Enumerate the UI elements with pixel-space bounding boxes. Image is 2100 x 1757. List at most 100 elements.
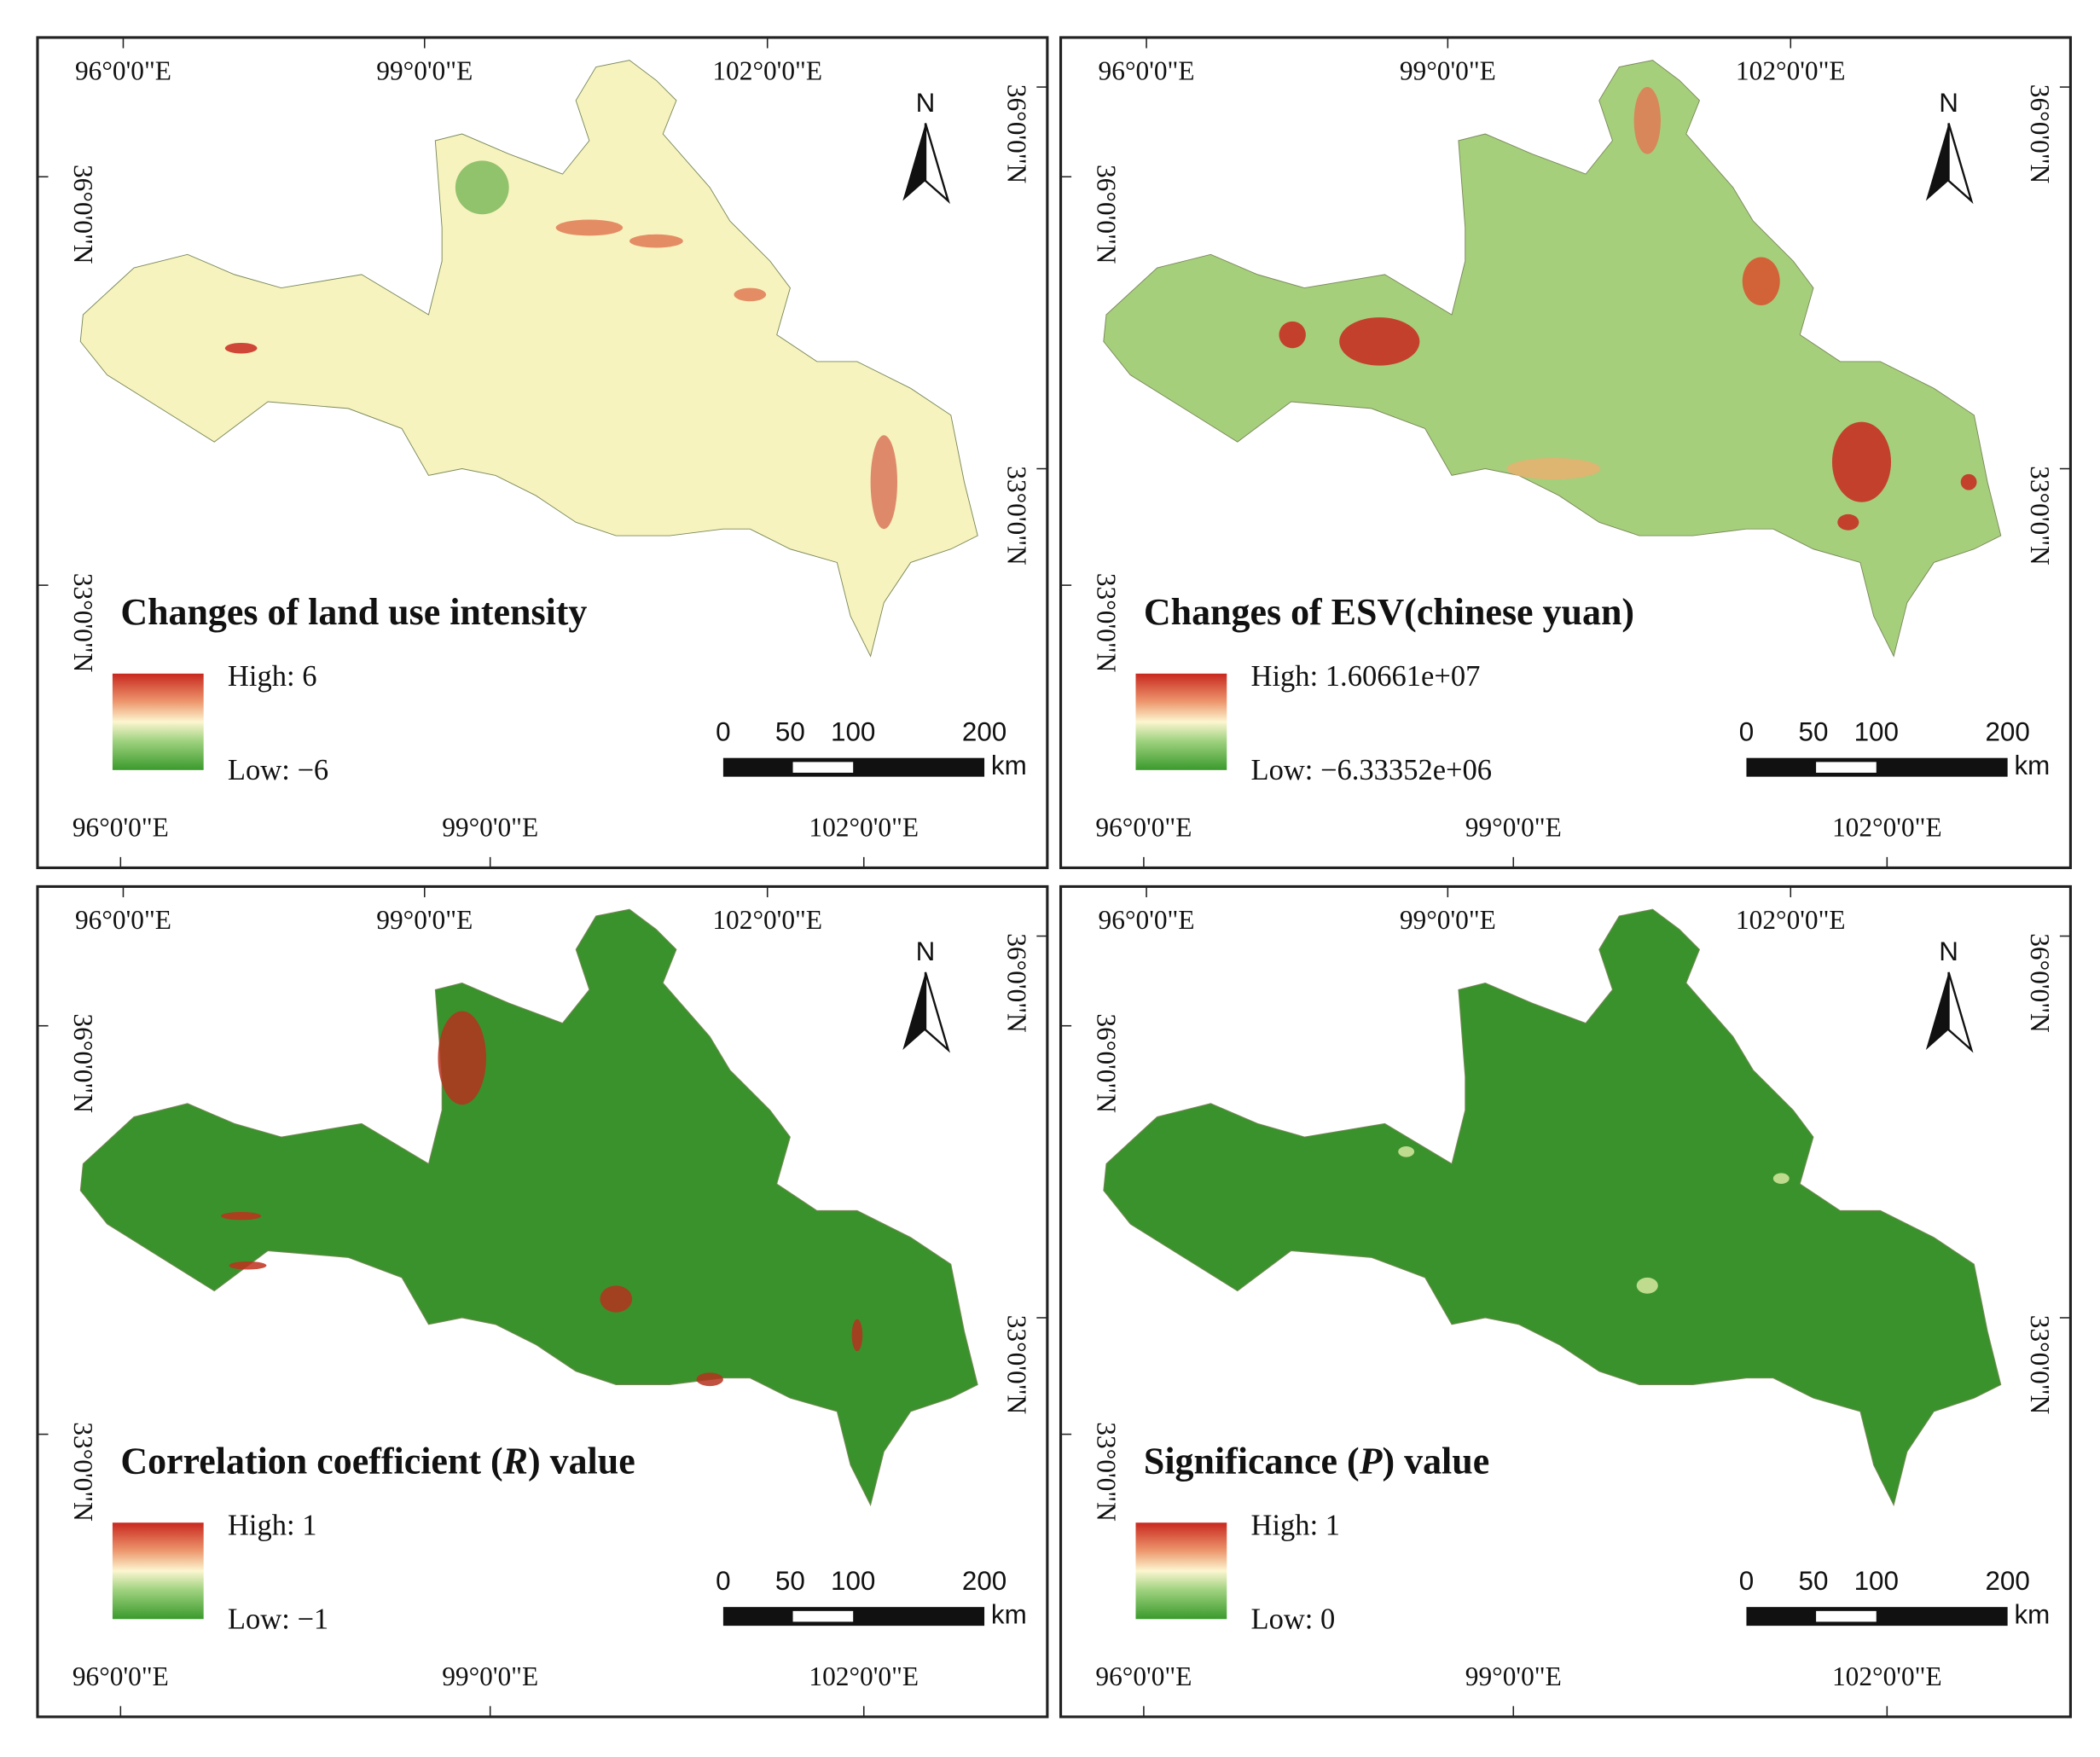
map-patch	[1506, 457, 1601, 480]
scale-bar-segment	[1816, 1610, 1877, 1622]
scale-bar	[1746, 1607, 2008, 1627]
scale-label: 100	[831, 717, 875, 747]
region-map	[79, 908, 978, 1507]
legend-low: Low: −6	[228, 754, 328, 786]
legend-high: High: 1.60661e+07	[1251, 660, 1481, 693]
scale-label: 100	[1854, 717, 1899, 747]
north-arrow	[1925, 123, 1949, 201]
longitude-label: 99°0'0"E	[442, 813, 538, 843]
scale-label: 0	[1739, 1566, 1754, 1596]
legend-ramp	[112, 673, 204, 770]
map-patch	[870, 435, 898, 530]
longitude-label: 99°0'0"E	[1400, 905, 1496, 935]
latitude-label: 33°0'0"N	[68, 573, 98, 672]
north-label: N	[916, 936, 936, 966]
longitude-label: 99°0'0"E	[1400, 56, 1496, 86]
title-part: Changes of ESV(chinese yuan)	[1144, 591, 1634, 633]
legend-high: High: 1	[1251, 1509, 1341, 1541]
legend-ramp	[1135, 1522, 1227, 1620]
longitude-label: 96°0'0"E	[73, 1661, 169, 1691]
scale-label: 0	[716, 717, 730, 747]
legend-high: High: 1	[228, 1509, 317, 1541]
map-title: Correlation coefficient (R) value	[120, 1441, 635, 1482]
map-patch	[1633, 87, 1661, 154]
latitude-label: 33°0'0"N	[1001, 1315, 1031, 1414]
longitude-label: 102°0'0"E	[712, 905, 822, 935]
legend-ramp	[112, 1522, 204, 1620]
scale-label: 200	[962, 717, 1006, 747]
map-patches	[224, 160, 898, 530]
map-title: Changes of ESV(chinese yuan)	[1144, 591, 1634, 633]
scale-bar-segment	[792, 762, 854, 773]
scale-label: 200	[1985, 717, 2029, 747]
map-patch	[1772, 1173, 1790, 1184]
scale-bar	[1746, 757, 2008, 777]
legend-low: Low: −1	[228, 1603, 328, 1635]
map-patch	[1636, 1277, 1658, 1294]
scale-label: 100	[1854, 1566, 1899, 1596]
north-arrow	[1925, 971, 1949, 1050]
map-patches	[221, 1011, 863, 1387]
latitude-label: 33°0'0"N	[1092, 1422, 1122, 1521]
longitude-label: 96°0'0"E	[73, 813, 169, 843]
longitude-label: 96°0'0"E	[75, 905, 171, 935]
longitude-label: 102°0'0"E	[1736, 905, 1846, 935]
title-part: Correlation coefficient (	[120, 1441, 502, 1482]
scale-label: 200	[1985, 1566, 2029, 1596]
map-patches	[1398, 1146, 1790, 1294]
scale-label: 200	[962, 1566, 1006, 1596]
longitude-label: 102°0'0"E	[712, 56, 822, 86]
longitude-label: 102°0'0"E	[809, 1661, 919, 1691]
scale-bar	[722, 1607, 985, 1627]
north-label: N	[1939, 936, 1958, 966]
scale-label: 0	[716, 1566, 730, 1596]
longitude-label: 96°0'0"E	[1095, 813, 1192, 843]
title-part: ) value	[1382, 1441, 1489, 1482]
scale-label: 50	[1799, 717, 1829, 747]
north-arrow	[1947, 971, 1974, 1053]
latitude-label: 33°0'0"N	[1001, 466, 1031, 565]
map-patch	[629, 234, 683, 248]
map-patch	[1960, 473, 1977, 490]
latitude-label: 33°0'0"N	[2025, 466, 2055, 565]
latitude-label: 36°0'0"N	[1001, 84, 1031, 183]
scale-bar-segment	[792, 1610, 854, 1622]
latitude-label: 36°0'0"N	[68, 1013, 98, 1112]
scale-label: 50	[775, 1566, 805, 1596]
map-panel: 96°0'0"E 99°0'0"E 102°0'0"E 96°0'0"E 99°0'0"…	[1059, 36, 2073, 870]
north-label: N	[1939, 88, 1958, 118]
longitude-label: 102°0'0"E	[809, 813, 919, 843]
longitude-label: 102°0'0"E	[1736, 56, 1846, 86]
map-patch	[224, 342, 258, 354]
scale-label: 100	[831, 1566, 875, 1596]
map-patch	[555, 219, 624, 236]
scale-unit: km	[2014, 751, 2050, 780]
map-patch	[734, 287, 767, 302]
longitude-label: 102°0'0"E	[1832, 813, 1942, 843]
map-patch	[600, 1285, 633, 1313]
scale-label: 50	[775, 717, 805, 747]
longitude-label: 99°0'0"E	[442, 1661, 538, 1691]
latitude-label: 33°0'0"N	[2025, 1315, 2055, 1414]
title-part: Changes of land use intensity	[120, 591, 587, 633]
north-label: N	[916, 88, 936, 118]
longitude-label: 102°0'0"E	[1832, 1661, 1942, 1691]
map-patch	[1837, 513, 1859, 531]
longitude-label: 96°0'0"E	[75, 56, 171, 86]
map-patch	[1279, 321, 1306, 349]
map-title: Significance (P) value	[1144, 1441, 1489, 1482]
scale-label: 0	[1739, 717, 1754, 747]
latitude-label: 33°0'0"N	[1092, 573, 1122, 672]
map-patch	[696, 1372, 723, 1387]
map-patches	[1279, 87, 1977, 531]
map-patch	[221, 1211, 262, 1221]
scale-bar-segment	[1816, 762, 1877, 773]
title-part: R	[502, 1441, 528, 1482]
map-patch	[1742, 257, 1780, 305]
longitude-label: 99°0'0"E	[1465, 1661, 1562, 1691]
region-map	[1103, 60, 2002, 658]
scale-unit: km	[991, 1599, 1027, 1629]
title-part: Significance (	[1144, 1441, 1360, 1482]
